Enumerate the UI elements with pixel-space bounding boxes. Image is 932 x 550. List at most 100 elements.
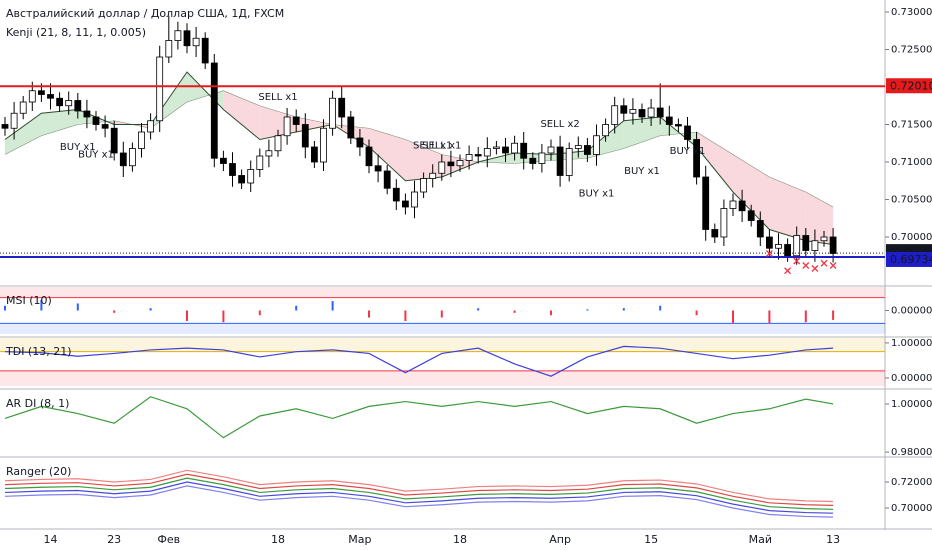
indicator-line xyxy=(4,345,834,377)
candle-body xyxy=(383,170,391,189)
candle-body xyxy=(502,146,509,154)
candle-body xyxy=(147,120,155,133)
candle-body xyxy=(329,97,337,129)
candle-body xyxy=(483,148,491,157)
candle-body xyxy=(219,157,227,164)
cross-marker xyxy=(793,257,801,265)
panel-title: MSI (10) xyxy=(6,294,52,307)
candle-body xyxy=(183,30,191,47)
candle-body xyxy=(438,161,446,174)
candle-body xyxy=(238,175,246,184)
y-tick-label: 0.72500 xyxy=(891,45,932,56)
candle-body xyxy=(511,142,519,154)
histogram-bar xyxy=(149,308,152,311)
signal-label: SELL x1 xyxy=(413,141,452,152)
candle-body xyxy=(656,107,664,118)
y-tick-label: 1.00000 xyxy=(891,399,932,410)
band-slow-line xyxy=(4,90,834,208)
x-tick-label: Апр xyxy=(549,533,571,546)
histogram-bar xyxy=(76,303,79,311)
signal-label: BUY x1 xyxy=(579,189,615,200)
candle-body xyxy=(775,244,782,249)
band-fill xyxy=(223,90,260,140)
candle-body xyxy=(165,40,173,58)
band-fill xyxy=(696,132,733,192)
y-tick-label: 0.70500 xyxy=(891,195,932,206)
histogram-bar xyxy=(331,301,334,311)
candle-body xyxy=(201,37,209,64)
histogram-bar xyxy=(222,310,225,323)
candle-body xyxy=(793,235,801,257)
candle-body xyxy=(665,116,673,125)
candle-body xyxy=(310,146,318,163)
x-tick-label: 18 xyxy=(453,533,467,546)
candle-body xyxy=(675,124,682,127)
band-fill xyxy=(733,154,770,230)
x-tick-label: 15 xyxy=(644,533,658,546)
y-tick-label: 0.00000 xyxy=(891,306,932,317)
level-zone xyxy=(0,323,885,334)
candle-body xyxy=(492,146,500,149)
level-zone xyxy=(0,370,885,386)
candle-body xyxy=(92,116,100,125)
candle-body xyxy=(401,200,409,208)
candle-body xyxy=(684,125,691,140)
panel-title: TDI (13, 21) xyxy=(5,345,72,358)
candle-body xyxy=(756,220,764,238)
candle-body xyxy=(611,105,619,125)
price-label: 0.69734 xyxy=(890,253,932,266)
candle-body xyxy=(101,124,109,129)
indicator-line xyxy=(4,477,834,510)
histogram-bar xyxy=(732,310,734,324)
candle-body xyxy=(420,178,428,193)
y-tick-label: 0.72000 xyxy=(891,477,932,488)
y-tick-label: 0.70000 xyxy=(891,232,932,243)
level-zone xyxy=(0,338,885,352)
candle-body xyxy=(447,161,455,167)
histogram-bar xyxy=(295,305,298,311)
candle-body xyxy=(347,116,355,139)
panel-title: AR DI (8, 1) xyxy=(6,397,69,410)
band-fill xyxy=(5,113,42,155)
histogram-bar xyxy=(832,310,835,320)
band-fill xyxy=(296,117,333,132)
candle-body xyxy=(192,37,200,47)
signal-label: BUY x1 xyxy=(624,166,660,177)
candle-body xyxy=(38,90,45,95)
histogram-bar xyxy=(368,310,370,318)
x-tick-label: Фев xyxy=(157,533,180,546)
candle-body xyxy=(19,101,27,114)
histogram-bar xyxy=(404,310,407,322)
candle-body xyxy=(229,163,236,176)
histogram-bar xyxy=(695,310,698,316)
cross-marker xyxy=(784,267,792,275)
band-fill xyxy=(369,128,406,181)
candle-body xyxy=(128,148,136,167)
candle-body xyxy=(274,135,282,152)
candle-body xyxy=(820,236,828,242)
candle-body xyxy=(374,165,382,172)
price-label-box xyxy=(886,251,932,267)
cross-marker xyxy=(829,262,837,269)
candle-body xyxy=(565,148,573,176)
candle-body xyxy=(574,145,582,149)
candle-body xyxy=(47,94,54,99)
candle-body xyxy=(411,191,418,208)
candle-body xyxy=(620,105,628,114)
level-zone xyxy=(0,287,885,298)
histogram-bar xyxy=(258,310,261,316)
candle-body xyxy=(829,236,837,254)
panel-title: Ranger (20) xyxy=(6,465,71,478)
candle-body xyxy=(520,142,528,159)
y-tick-label: 0.70000 xyxy=(891,503,932,514)
candle-body xyxy=(465,154,473,161)
x-tick-label: 23 xyxy=(107,533,121,546)
candle-body xyxy=(283,116,291,137)
signal-label: BUY x1 xyxy=(670,146,706,157)
candle-body xyxy=(693,139,700,178)
signal-label: BUY x1 xyxy=(60,142,96,153)
candle-body xyxy=(602,124,609,137)
candle-body xyxy=(547,146,555,154)
